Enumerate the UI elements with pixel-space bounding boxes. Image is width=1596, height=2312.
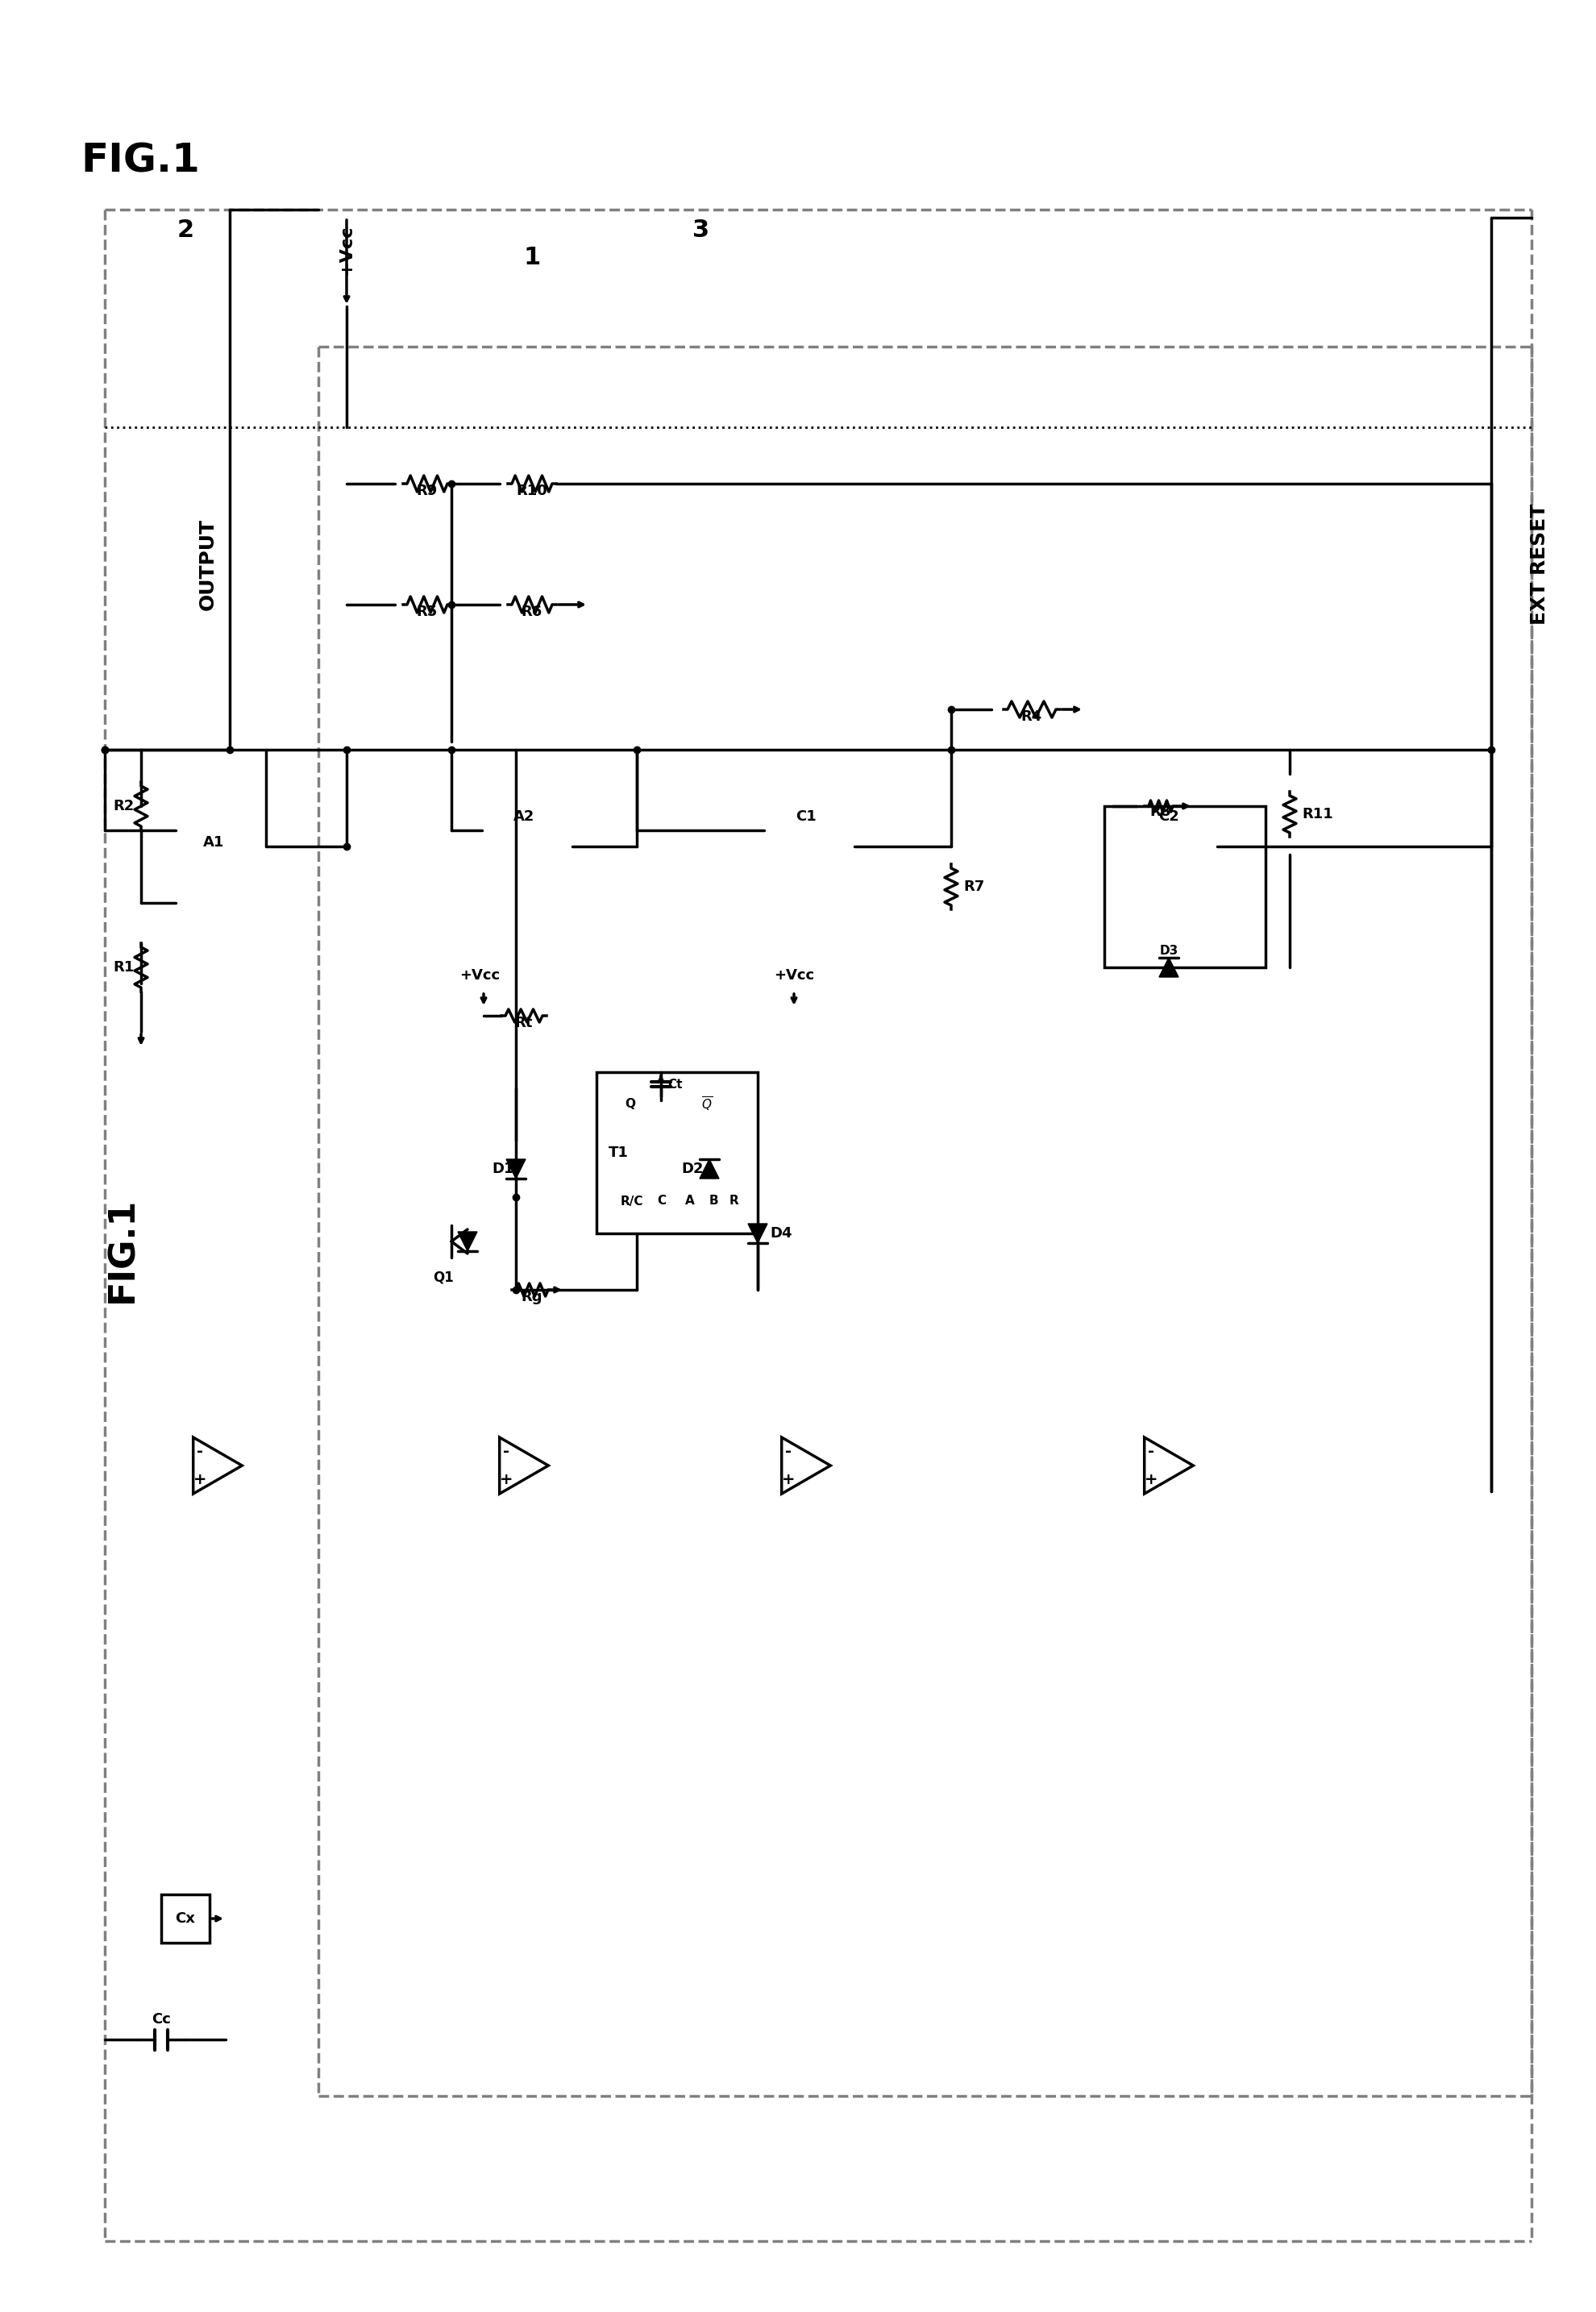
Bar — [1104, 807, 1266, 966]
Text: OUTPUT: OUTPUT — [198, 518, 217, 610]
Text: T1: T1 — [608, 1144, 629, 1161]
Text: B: B — [709, 1195, 718, 1207]
Text: +Vcc: +Vcc — [460, 969, 500, 983]
Text: -: - — [196, 1443, 203, 1459]
Text: D3: D3 — [1159, 946, 1178, 957]
Text: 2: 2 — [177, 217, 193, 240]
Text: Cc: Cc — [152, 2011, 171, 2028]
Text: +: + — [782, 1473, 795, 1487]
Text: +: + — [193, 1473, 206, 1487]
Text: A2: A2 — [514, 809, 535, 823]
Text: R4: R4 — [1021, 710, 1042, 724]
Text: D4: D4 — [769, 1225, 792, 1242]
Text: C: C — [658, 1195, 666, 1207]
Polygon shape — [699, 1158, 720, 1179]
Text: 1: 1 — [523, 247, 541, 271]
Text: -: - — [1148, 1443, 1154, 1459]
Text: D1: D1 — [492, 1161, 514, 1177]
Text: Rg: Rg — [522, 1290, 543, 1304]
Polygon shape — [506, 1158, 525, 1179]
Text: R2: R2 — [113, 800, 134, 814]
Text: R6: R6 — [522, 606, 543, 620]
Text: -: - — [785, 1443, 792, 1459]
Text: +Vcc: +Vcc — [338, 224, 354, 275]
Bar — [597, 1073, 758, 1232]
Text: -: - — [503, 1443, 509, 1459]
Text: 3: 3 — [693, 217, 710, 240]
Text: +: + — [1144, 1473, 1157, 1487]
Text: FIG.1: FIG.1 — [105, 1198, 139, 1302]
Text: Q: Q — [624, 1098, 635, 1110]
Text: A1: A1 — [203, 835, 223, 851]
Bar — [161, 1894, 209, 1942]
Text: C2: C2 — [1159, 809, 1179, 823]
Text: R1: R1 — [113, 959, 134, 976]
Text: R10: R10 — [517, 483, 547, 497]
Text: +Vcc: +Vcc — [774, 969, 814, 983]
Text: D2: D2 — [681, 1161, 704, 1177]
Text: Rt: Rt — [516, 1015, 533, 1031]
Text: R7: R7 — [964, 879, 985, 895]
Text: Cx: Cx — [176, 1912, 195, 1926]
Text: R11: R11 — [1302, 807, 1333, 821]
Text: R/C: R/C — [621, 1195, 643, 1207]
Text: R9: R9 — [417, 483, 437, 497]
Text: R5: R5 — [417, 606, 437, 620]
Text: +: + — [500, 1473, 512, 1487]
Text: FIG.1: FIG.1 — [81, 141, 200, 180]
Text: A: A — [685, 1195, 694, 1207]
Text: R8: R8 — [1151, 805, 1171, 818]
Text: R: R — [729, 1195, 739, 1207]
Text: $\overline{Q}$: $\overline{Q}$ — [701, 1096, 712, 1114]
Text: EXT RESET: EXT RESET — [1531, 504, 1550, 624]
Polygon shape — [458, 1232, 477, 1251]
Polygon shape — [1159, 957, 1178, 978]
Polygon shape — [749, 1223, 768, 1244]
Text: C1: C1 — [796, 809, 817, 823]
Text: Q1: Q1 — [433, 1272, 453, 1285]
Text: Ct: Ct — [667, 1077, 683, 1091]
